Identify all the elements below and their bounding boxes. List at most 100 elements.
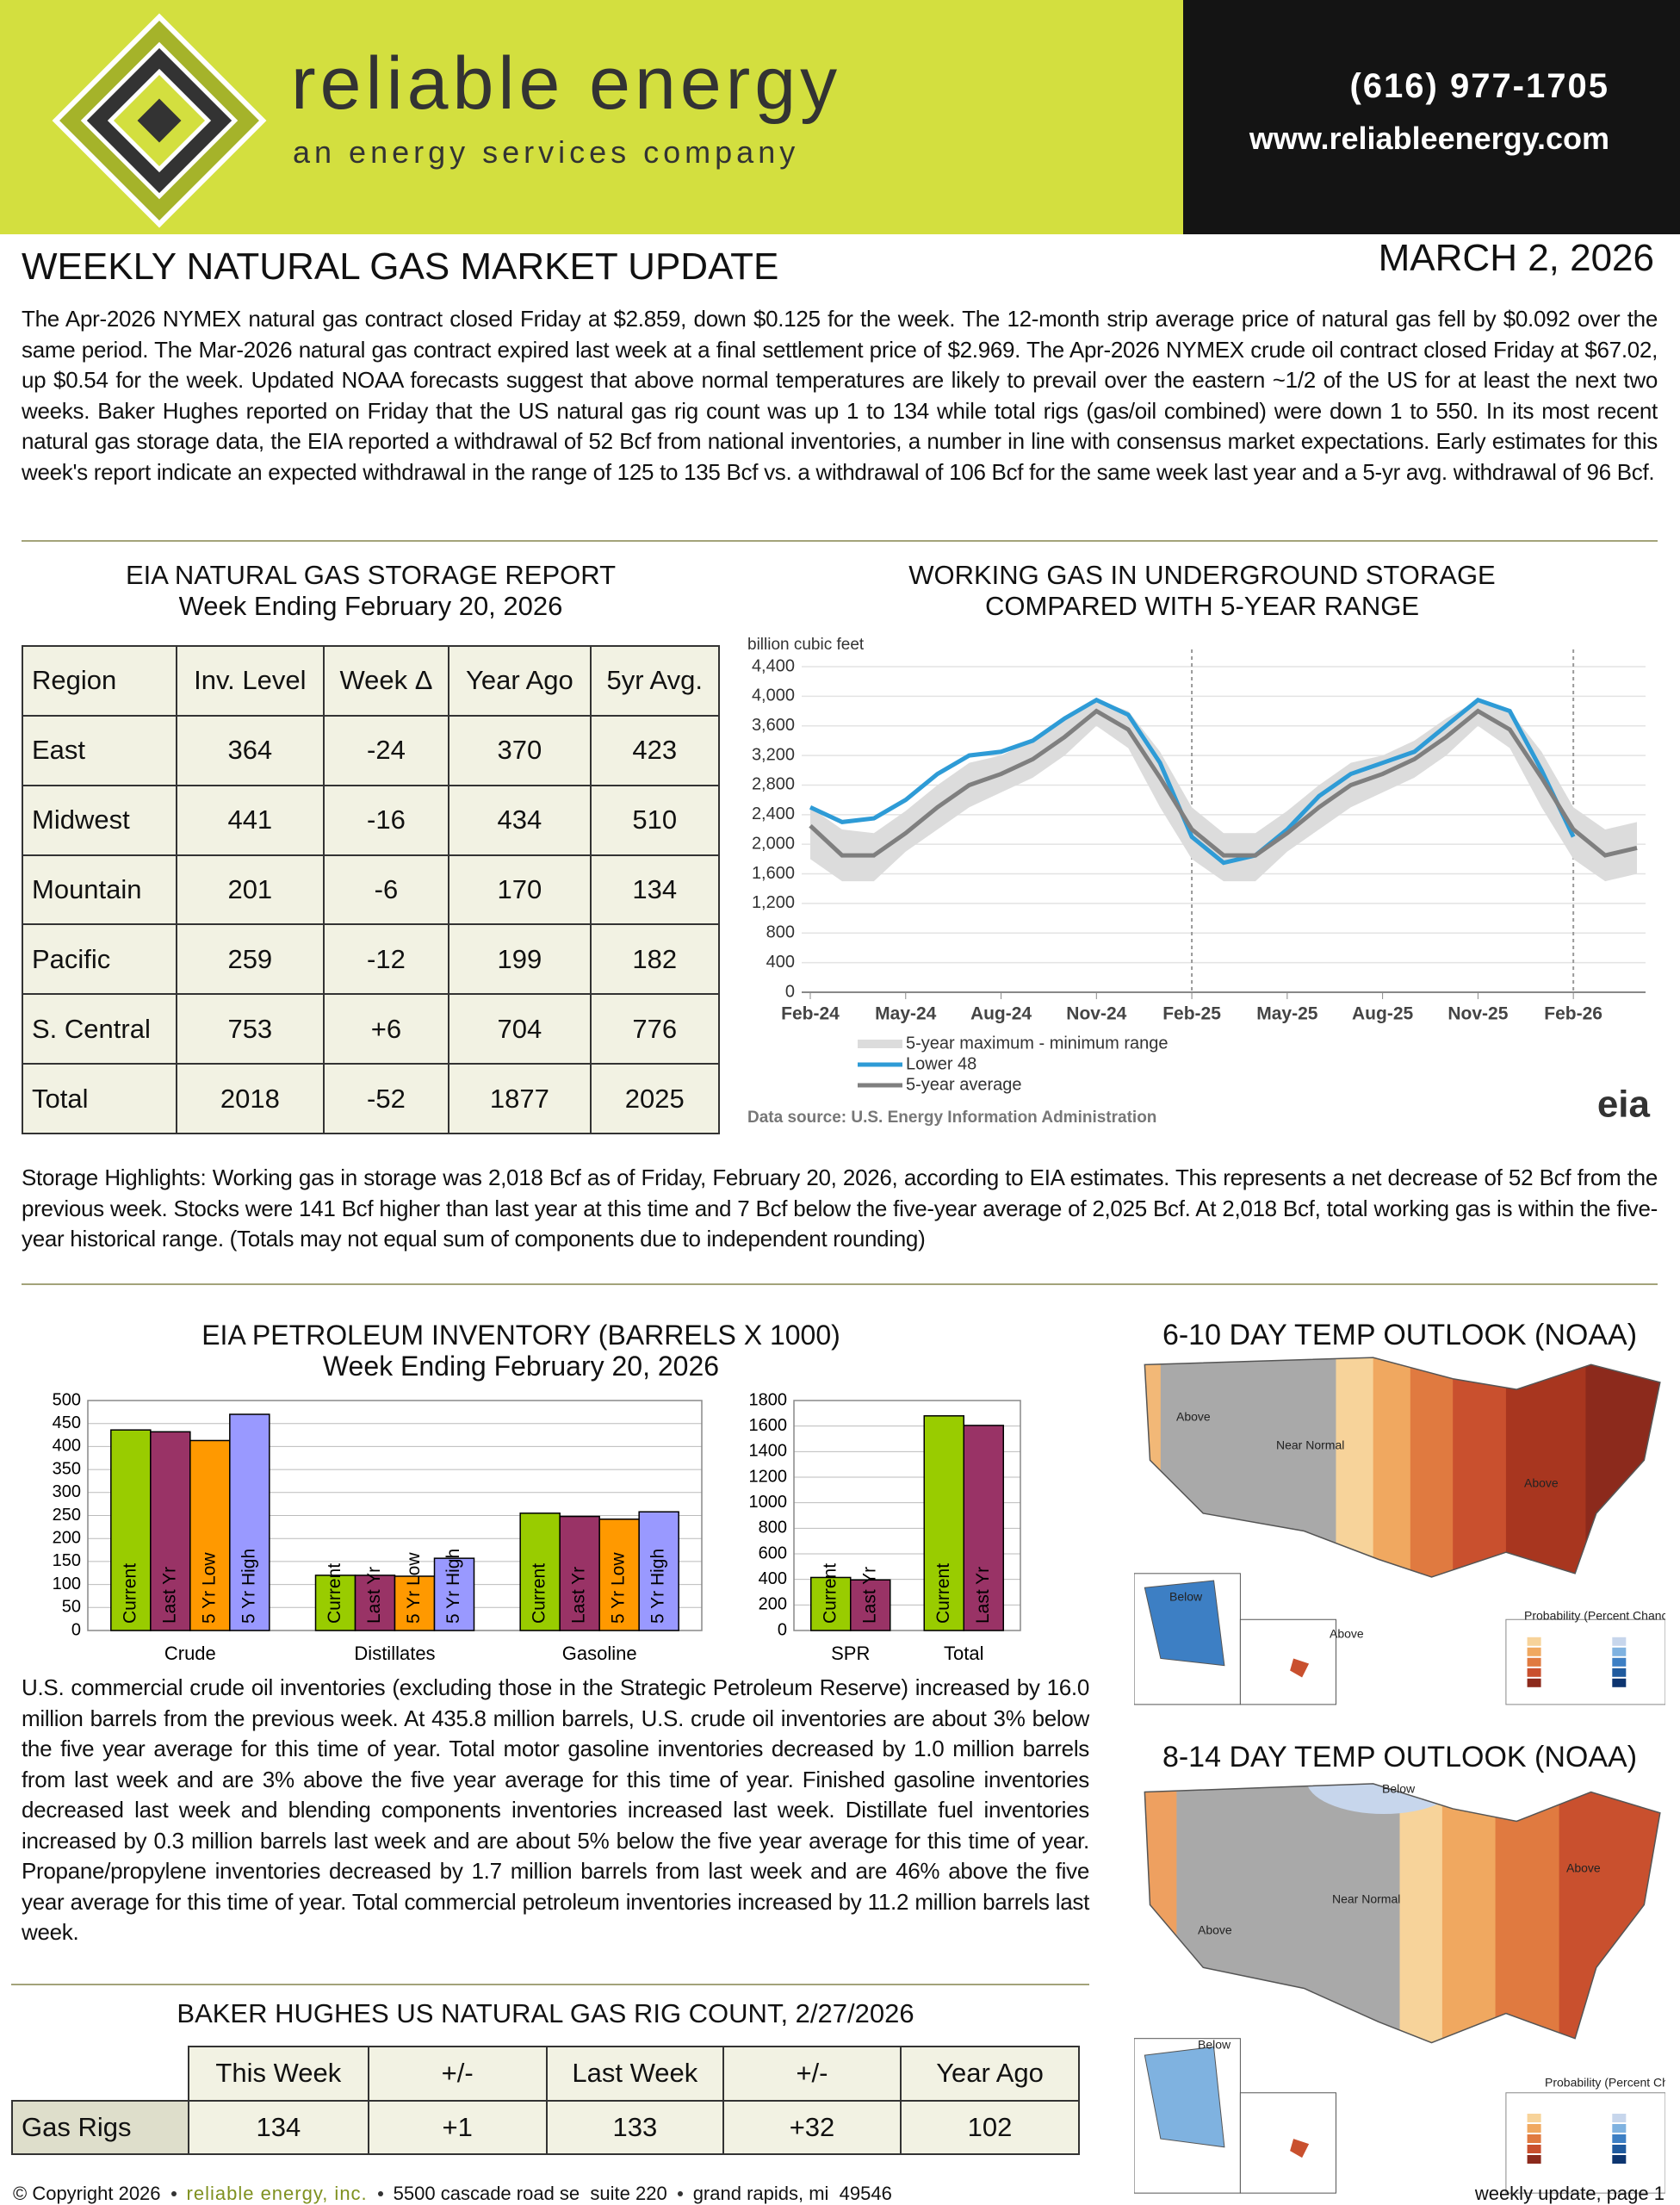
outlook-map: Below Near Normal Above Above Below Probabili… (1134, 1782, 1665, 2194)
y-tick-label: 3,200 (752, 745, 795, 764)
x-tick-label: Crude (164, 1643, 216, 1664)
table-cell: +6 (322, 993, 450, 1065)
map-label: Below (1198, 2038, 1231, 2052)
x-tick-label: Nov-24 (1066, 1004, 1126, 1024)
y-tick-label: 1800 (749, 1390, 788, 1409)
storage-highlights: Storage Highlights: Working gas in stora… (22, 1165, 1658, 1252)
hawaii (1290, 2139, 1310, 2158)
y-tick-label: 200 (759, 1595, 787, 1614)
range-band (810, 699, 1637, 882)
row-label: Gas Rigs (10, 2099, 190, 2155)
legend-swatch (1612, 1678, 1627, 1687)
chart-subtitle: Week Ending February 20, 2026 (322, 1351, 720, 1382)
rig-table-title: BAKER HUGHES US NATURAL GAS RIG COUNT, 2… (177, 1998, 914, 2028)
table-cell: 441 (176, 784, 325, 856)
y-tick-label: 0 (785, 982, 795, 1001)
table-cell: 201 (176, 854, 325, 926)
bar-label: Last Yr (859, 1567, 879, 1624)
rule (11, 1984, 1089, 1985)
bar (963, 1425, 1004, 1631)
map-label: Below (1382, 1782, 1416, 1796)
y-tick-label: 4,000 (752, 686, 795, 705)
y-tick-label: 3,600 (752, 716, 795, 735)
column-header: Region (22, 645, 177, 717)
y-tick-label: 1400 (749, 1442, 788, 1461)
temp-band (1441, 1783, 1497, 2043)
y-tick-label: 400 (759, 1569, 787, 1588)
bar (559, 1515, 600, 1631)
column-header: +/- (367, 2046, 548, 2102)
column-header: +/- (722, 2046, 902, 2102)
map-label: Above (1198, 1923, 1232, 1937)
y-tick-label: 1200 (749, 1467, 788, 1486)
table-cell: 2018 (176, 1063, 325, 1134)
hawaii (1290, 1658, 1310, 1678)
bar (810, 1576, 852, 1631)
map-label: Above (1524, 1476, 1559, 1490)
conus-outline (1144, 1783, 1661, 2044)
bar (354, 1575, 396, 1631)
temp-band (1505, 1357, 1587, 1577)
table-row: Mountain 201 -6 170 134 (22, 854, 721, 926)
bar-label: Current (120, 1563, 139, 1624)
legend-swatch (1527, 1647, 1541, 1656)
bar-label: 5 Yr Low (199, 1552, 219, 1624)
bar-label: 5 Yr High (239, 1549, 258, 1624)
bar (923, 1415, 964, 1631)
map-label: Near Normal (1276, 1438, 1344, 1452)
bar-label: 5 Yr Low (609, 1552, 629, 1624)
legend-swatch (1527, 1657, 1541, 1667)
company-name: reliable energy (291, 42, 842, 125)
map-label: Above (1176, 1410, 1211, 1424)
chart-title: WORKING GAS IN UNDERGROUND STORAGE (908, 560, 1496, 590)
legend-label: 5-year average (906, 1075, 1022, 1094)
legend-swatch (1612, 1668, 1627, 1677)
legend-swatch (1527, 1668, 1541, 1677)
x-tick-label: May-25 (1256, 1004, 1318, 1024)
page-title: WEEKLY NATURAL GAS MARKET UPDATE (22, 245, 779, 288)
legend-swatch (1527, 2114, 1541, 2122)
table-cell: 364 (176, 714, 325, 786)
legend-swatch (1527, 1637, 1541, 1646)
bar (850, 1579, 891, 1631)
table-cell: -24 (322, 714, 450, 786)
table-cell: S. Central (22, 993, 177, 1065)
outlook-title: 8-14 DAY TEMP OUTLOOK (NOAA) (1162, 1741, 1638, 1773)
x-tick-label: Aug-24 (970, 1004, 1032, 1024)
y-axis-label: billion cubic feet (747, 636, 865, 654)
table-cell: 704 (448, 993, 592, 1065)
outlook-title: 6-10 DAY TEMP OUTLOOK (NOAA) (1162, 1319, 1638, 1351)
legend-swatch (1612, 2145, 1627, 2153)
legend-swatch (1612, 1647, 1627, 1656)
legend-swatch (1527, 2124, 1541, 2133)
y-tick-label: 400 (766, 953, 795, 972)
storage-table: Region Inv. Level Week Δ Year Ago 5yr Avg. Ea… (22, 645, 721, 1134)
legend-swatch (1527, 2155, 1541, 2164)
header-dark (1183, 0, 1680, 234)
bar (314, 1575, 356, 1631)
temp-band (1410, 1357, 1454, 1577)
y-tick-label: 1600 (749, 1416, 788, 1435)
table-cell: -52 (322, 1063, 450, 1134)
table-cell: 134 (188, 2099, 369, 2155)
page-number: weekly update, page 1 (1474, 2183, 1665, 2204)
series-line (809, 708, 1638, 858)
rule (22, 540, 1658, 542)
bar-label: Last Yr (973, 1567, 993, 1624)
legend-swatch (1612, 2124, 1627, 2133)
y-tick-label: 50 (62, 1598, 81, 1617)
legend-label: 5-year maximum - minimum range (906, 1034, 1169, 1053)
alaska (1144, 2046, 1225, 2148)
bar (519, 1512, 561, 1631)
alaska (1144, 1580, 1225, 1667)
separator (170, 2191, 177, 2196)
legend-swatch (1612, 1637, 1627, 1646)
bar (598, 1519, 640, 1631)
column-header: Last Week (545, 2046, 724, 2102)
table-cell: Midwest (22, 784, 177, 856)
y-tick-label: 300 (53, 1482, 81, 1501)
y-tick-label: 1000 (749, 1493, 788, 1512)
table-cell: 434 (448, 784, 592, 856)
table-cell: +32 (722, 2099, 902, 2155)
